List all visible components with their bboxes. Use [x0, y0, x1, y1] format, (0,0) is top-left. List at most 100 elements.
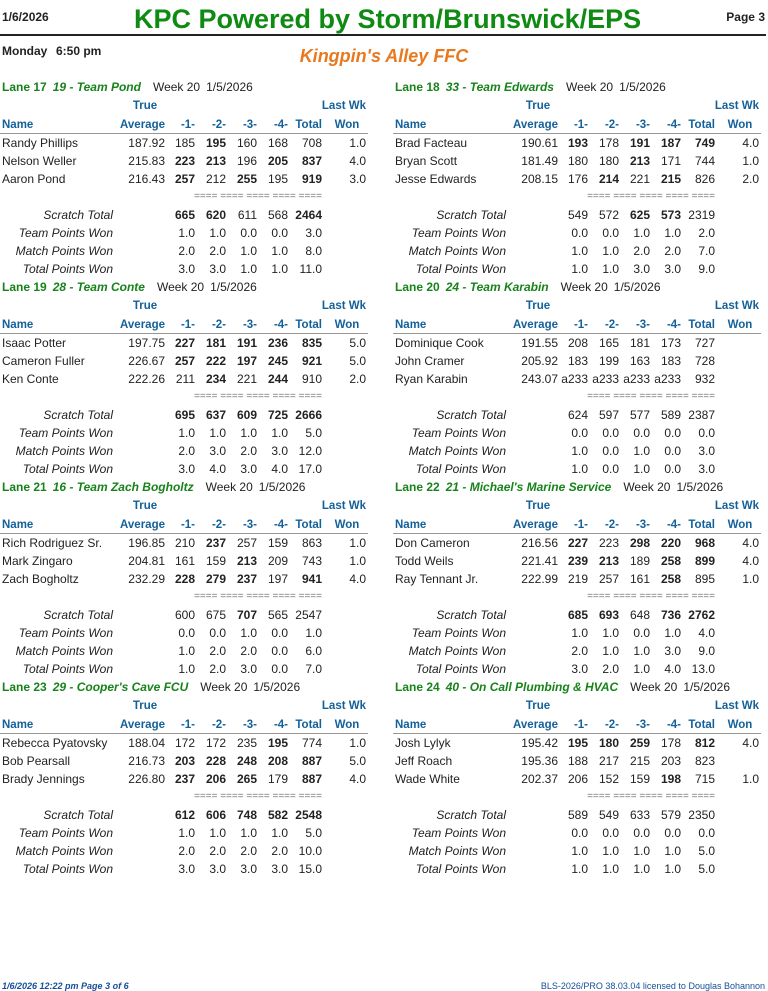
separator: ==== ==== ==== ==== ==== [194, 791, 322, 802]
summary-value: 1.0 [305, 626, 322, 640]
average: 222.99 [521, 572, 558, 586]
summary-value: 0.0 [271, 662, 288, 676]
game-score: 180 [567, 154, 588, 168]
summary-label: Scratch Total [43, 608, 113, 622]
summary-value: 1.0 [178, 426, 195, 440]
last-week-won: 1.0 [349, 136, 366, 150]
summary-value: 2350 [688, 808, 715, 822]
summary-value: 549 [598, 808, 619, 822]
game-score: 191 [629, 136, 650, 150]
col-average: Average [120, 519, 165, 531]
col-total: Total [688, 319, 715, 331]
summary-value: 3.0 [209, 862, 226, 876]
summary-value: 1.0 [633, 662, 650, 676]
col-game: -2- [211, 119, 226, 131]
summary-label: Total Points Won [22, 862, 113, 876]
summary-value: 2.0 [602, 662, 619, 676]
summary-value: 695 [174, 408, 195, 422]
col-last-wk: Last Wk [714, 300, 759, 312]
col-game: -2- [211, 719, 226, 731]
header-underline [393, 533, 761, 534]
game-score: 222 [205, 354, 226, 368]
bowler-name: Ken Conte [2, 372, 59, 386]
average: 216.56 [521, 536, 558, 550]
game-score: 187 [660, 136, 681, 150]
summary-value: 1.0 [178, 826, 195, 840]
summary-value: 5.0 [305, 426, 322, 440]
series-total: 837 [301, 154, 322, 168]
header-underline [0, 733, 368, 734]
last-week-won: 4.0 [742, 136, 759, 150]
bowler-name: Wade White [395, 772, 460, 786]
game-score: 248 [236, 754, 257, 768]
bowler-name: Bryan Scott [395, 154, 458, 168]
game-score: 237 [174, 772, 195, 786]
col-true: True [525, 700, 551, 712]
game-score: 181 [629, 336, 650, 350]
summary-value: 12.0 [298, 444, 322, 458]
summary-value: 0.0 [633, 426, 650, 440]
header-underline [393, 333, 761, 334]
col-won: Won [727, 519, 753, 531]
game-score: a233 [623, 372, 650, 386]
last-week-won: 1.0 [742, 154, 759, 168]
col-won: Won [334, 119, 360, 131]
summary-value: 5.0 [305, 826, 322, 840]
game-score: 180 [598, 154, 619, 168]
league-name: Kingpin's Alley FFC [299, 46, 469, 66]
col-total: Total [295, 519, 322, 531]
lane-heading: Lane 22 21 - Michael's Marine Service Week… [395, 479, 723, 495]
average: 190.61 [521, 136, 558, 150]
game-score: 168 [267, 136, 288, 150]
separator: ==== ==== ==== ==== ==== [587, 591, 715, 602]
bowler-name: John Cramer [395, 354, 465, 368]
game-score: 208 [567, 336, 588, 350]
summary-value: 736 [660, 608, 681, 622]
game-score: 163 [629, 354, 650, 368]
col-total: Total [295, 119, 322, 131]
col-game: -2- [211, 319, 226, 331]
summary-value: 0.0 [602, 226, 619, 240]
game-score: 178 [660, 736, 681, 750]
summary-value: 1.0 [633, 226, 650, 240]
game-score: 220 [660, 536, 681, 550]
col-name: Name [2, 119, 34, 131]
summary-label: Match Points Won [408, 644, 506, 658]
summary-value: 665 [174, 208, 195, 222]
average: 196.85 [128, 536, 165, 550]
lane-heading: Lane 17 19 - Team Pond Week 20 1/5/2026 [2, 79, 253, 95]
lane: Lane 18 [395, 80, 440, 94]
col-game: -3- [635, 319, 650, 331]
col-game: -2- [604, 719, 619, 731]
game-score: 172 [174, 736, 195, 750]
summary-value: 2387 [688, 408, 715, 422]
col-total: Total [688, 719, 715, 731]
game-score: 234 [205, 372, 226, 386]
bowler-name: Brady Jennings [2, 772, 85, 786]
bowler-name: Ryan Karabin [395, 372, 468, 386]
game-score: 257 [174, 172, 195, 186]
game-score: 236 [267, 336, 288, 350]
lane: Lane 24 [395, 680, 440, 694]
last-week-won: 3.0 [349, 172, 366, 186]
summary-value: 1.0 [571, 462, 588, 476]
summary-label: Scratch Total [43, 408, 113, 422]
col-average: Average [513, 119, 558, 131]
col-true: True [525, 500, 551, 512]
game-score: a233 [654, 372, 681, 386]
summary-label: Team Points Won [411, 426, 506, 440]
game-score: 172 [205, 736, 226, 750]
average: 191.55 [521, 336, 558, 350]
game-score: 259 [629, 736, 650, 750]
summary-value: 675 [205, 608, 226, 622]
bowler-name: Jeff Roach [395, 754, 453, 768]
game-score: 206 [567, 772, 588, 786]
col-true: True [132, 300, 158, 312]
game-score: 205 [267, 154, 288, 168]
col-game: -4- [273, 719, 288, 731]
average: 195.36 [521, 754, 558, 768]
week: Week 20 [200, 680, 248, 694]
col-last-wk: Last Wk [714, 500, 759, 512]
summary-value: 620 [205, 208, 226, 222]
series-total: 932 [694, 372, 715, 386]
